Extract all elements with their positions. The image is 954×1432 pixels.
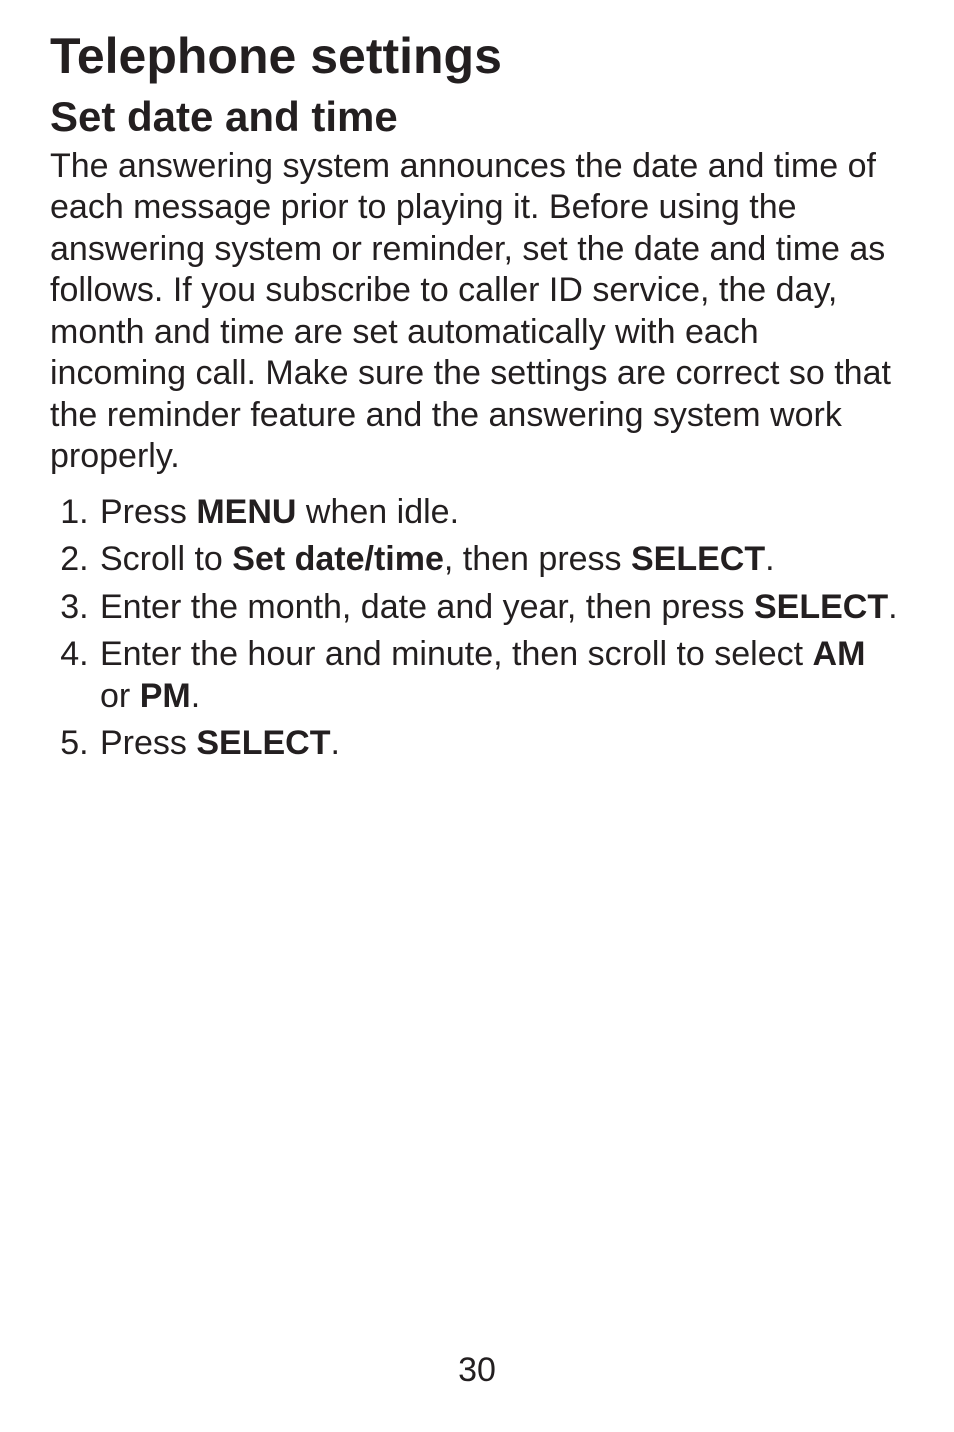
step-text: Press xyxy=(100,493,196,531)
step-bold: Set date/time xyxy=(232,540,444,578)
step-text: . xyxy=(888,588,897,626)
step-bold: AM xyxy=(813,635,866,673)
page-title: Telephone settings xyxy=(50,28,904,86)
step-5: Press SELECT. xyxy=(98,723,904,764)
step-3: Enter the month, date and year, then pre… xyxy=(98,587,904,628)
step-text: when idle. xyxy=(296,493,459,531)
section-title: Set date and time xyxy=(50,92,904,142)
step-text: . xyxy=(330,724,339,762)
step-text: . xyxy=(191,677,200,715)
step-bold: SELECT xyxy=(196,724,330,762)
step-bold: SELECT xyxy=(754,588,888,626)
intro-paragraph: The answering system announces the date … xyxy=(50,146,904,478)
step-bold: MENU xyxy=(196,493,296,531)
step-text: Scroll to xyxy=(100,540,232,578)
step-text: , then press xyxy=(444,540,631,578)
step-1: Press MENU when idle. xyxy=(98,492,904,533)
step-text: or xyxy=(100,677,140,715)
step-text: Enter the month, date and year, then pre… xyxy=(100,588,754,626)
step-text: Press xyxy=(100,724,196,762)
page-number: 30 xyxy=(0,1351,954,1390)
step-4: Enter the hour and minute, then scroll t… xyxy=(98,634,904,717)
steps-list: Press MENU when idle. Scroll to Set date… xyxy=(50,492,904,765)
step-text: . xyxy=(765,540,774,578)
step-bold: SELECT xyxy=(631,540,765,578)
step-2: Scroll to Set date/time, then press SELE… xyxy=(98,539,904,580)
step-bold: PM xyxy=(140,677,191,715)
step-text: Enter the hour and minute, then scroll t… xyxy=(100,635,813,673)
manual-page: Telephone settings Set date and time The… xyxy=(0,0,954,1432)
